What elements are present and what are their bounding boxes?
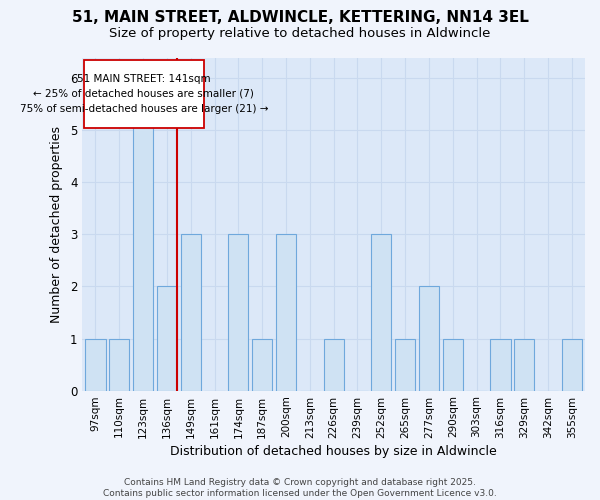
Bar xyxy=(85,338,106,390)
Bar xyxy=(371,234,391,390)
Text: Size of property relative to detached houses in Aldwincle: Size of property relative to detached ho… xyxy=(109,28,491,40)
Bar xyxy=(109,338,130,390)
Bar xyxy=(252,338,272,390)
Text: Contains HM Land Registry data © Crown copyright and database right 2025.
Contai: Contains HM Land Registry data © Crown c… xyxy=(103,478,497,498)
Bar xyxy=(562,338,582,390)
X-axis label: Distribution of detached houses by size in Aldwincle: Distribution of detached houses by size … xyxy=(170,444,497,458)
Bar xyxy=(228,234,248,390)
Bar xyxy=(443,338,463,390)
Text: 51 MAIN STREET: 141sqm
← 25% of detached houses are smaller (7)
75% of semi-deta: 51 MAIN STREET: 141sqm ← 25% of detached… xyxy=(20,74,268,114)
Bar xyxy=(395,338,415,390)
Bar xyxy=(84,60,204,128)
Bar xyxy=(419,286,439,391)
Bar xyxy=(157,286,177,391)
Bar xyxy=(181,234,201,390)
Text: 51, MAIN STREET, ALDWINCLE, KETTERING, NN14 3EL: 51, MAIN STREET, ALDWINCLE, KETTERING, N… xyxy=(71,10,529,25)
Bar xyxy=(276,234,296,390)
Bar xyxy=(514,338,535,390)
Bar xyxy=(490,338,511,390)
Bar xyxy=(323,338,344,390)
Bar xyxy=(133,78,153,390)
Y-axis label: Number of detached properties: Number of detached properties xyxy=(50,126,63,322)
